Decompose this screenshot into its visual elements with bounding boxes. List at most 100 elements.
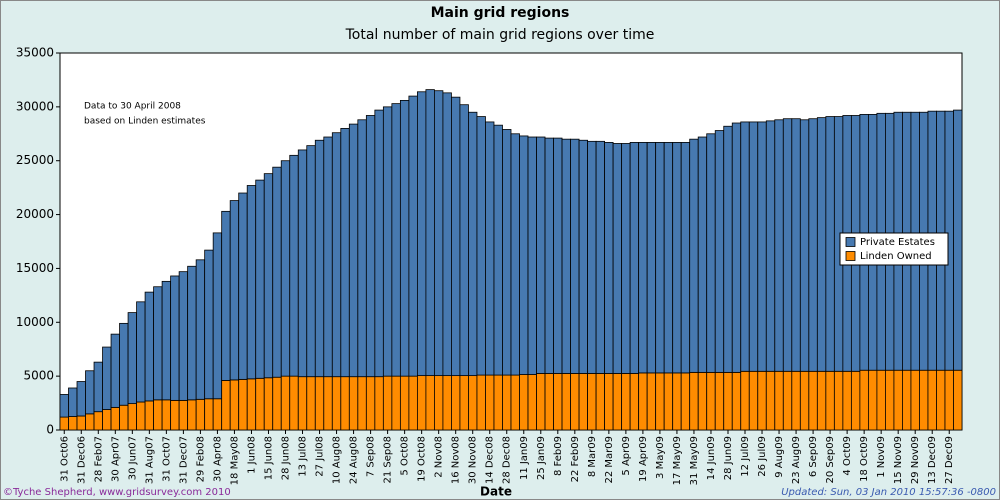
bar-segment — [493, 124, 503, 376]
bar-segment — [485, 374, 495, 431]
bar-segment — [144, 400, 155, 431]
bar-segment — [408, 95, 418, 377]
bar-segment — [825, 370, 835, 431]
bar-segment — [757, 370, 767, 431]
bar-segment — [816, 117, 827, 372]
bar-segment — [442, 92, 452, 377]
x-tick-label: 20 Sep09 — [825, 436, 836, 483]
bar-segment — [195, 259, 206, 400]
bar-segment — [706, 371, 716, 431]
bar-segment — [229, 379, 240, 431]
x-tick-label: 19 Apr09 — [638, 436, 649, 482]
bar-segment — [493, 374, 503, 431]
bar-segment — [238, 378, 248, 431]
bar-segment — [936, 369, 946, 431]
x-tick-label: 9 Aug09 — [774, 436, 785, 478]
bar-segment — [425, 375, 435, 431]
bar-segment — [808, 118, 818, 372]
legend-label: Private Estates — [860, 237, 935, 248]
bar-segment — [153, 399, 163, 431]
bar-segment — [672, 372, 682, 431]
bar-segment — [195, 398, 206, 431]
x-tick-label: 29 Feb08 — [195, 436, 206, 482]
bar-segment — [110, 406, 120, 431]
bar-segment — [595, 140, 606, 374]
bar-segment — [578, 373, 588, 431]
x-tick-label: 26 Jul09 — [757, 436, 768, 477]
bar-segment — [544, 137, 554, 374]
x-tick-label: 11 Jan09 — [519, 436, 530, 480]
bar-segment — [255, 377, 265, 431]
bar-segment — [706, 133, 716, 373]
bar-segment — [391, 375, 401, 431]
bar-segment — [374, 376, 384, 431]
bar-segment — [816, 370, 827, 431]
bar-segment — [221, 210, 231, 381]
bar-segment — [808, 370, 818, 431]
bar-segment — [595, 373, 606, 431]
bar-segment — [714, 130, 725, 373]
bar-segment — [731, 122, 742, 373]
x-tick-label: 12 Jul09 — [740, 436, 751, 477]
y-tick-label: 25000 — [16, 153, 54, 167]
bar-segment — [850, 370, 861, 431]
x-tick-label: 28 Jun08 — [281, 436, 292, 480]
bar-segment — [655, 372, 665, 431]
y-tick-label: 20000 — [16, 207, 54, 221]
x-tick-label: 31 Oct06 — [59, 436, 70, 482]
bar-segment — [425, 89, 435, 377]
x-tick-label: 18 Oct09 — [859, 436, 870, 482]
x-tick-label: 13 Jul08 — [298, 436, 309, 477]
x-tick-label: 15 Jun08 — [263, 436, 274, 480]
bar-segment — [119, 404, 129, 431]
y-tick-label: 5000 — [23, 369, 54, 383]
x-tick-label: 3 May09 — [655, 436, 666, 479]
x-tick-label: 17 May09 — [672, 436, 683, 485]
x-tick-label: 30 Nov08 — [468, 436, 479, 484]
bar-segment — [740, 370, 750, 431]
x-tick-label: 28 Feb07 — [93, 436, 104, 482]
x-tick-label: 30 Apr08 — [212, 436, 223, 482]
bar-segment — [570, 138, 580, 374]
bar-segment — [280, 375, 291, 431]
bar-segment — [246, 185, 257, 380]
bar-segment — [170, 275, 180, 401]
x-tick-label: 22 Mar09 — [604, 436, 615, 484]
bar-segment — [289, 375, 299, 431]
bar-segment — [519, 135, 529, 375]
bar-segment — [774, 370, 784, 431]
bar-segment — [212, 398, 223, 431]
bar-segment — [306, 376, 316, 431]
bar-segment — [799, 370, 810, 431]
bar-segment — [953, 109, 963, 371]
bar-segment — [408, 375, 418, 431]
bar-segment — [519, 374, 529, 431]
bar-segment — [910, 369, 920, 431]
bar-segment — [187, 265, 197, 401]
bar-segment — [748, 370, 759, 431]
bar-segment — [459, 104, 469, 377]
bar-segment — [919, 369, 929, 431]
x-tick-label: 31 Dec06 — [76, 436, 87, 484]
bar-segment — [485, 121, 495, 376]
bar-segment — [629, 142, 640, 374]
bar-segment — [902, 369, 912, 431]
bar-segment — [697, 371, 708, 431]
x-tick-label: 28 Jun09 — [723, 436, 734, 480]
x-tick-label: 25 Jan09 — [536, 436, 547, 480]
bar-segment — [272, 166, 282, 378]
chart-subtitle: Total number of main grid regions over t… — [345, 27, 655, 43]
bar-segment — [527, 374, 537, 431]
bar-segment — [399, 99, 410, 377]
bar-segment — [612, 143, 623, 374]
x-tick-label: 31 Dec07 — [178, 436, 189, 484]
bar-segment — [85, 413, 95, 431]
x-tick-label: 30 Jun07 — [127, 436, 138, 480]
bar-segment — [340, 127, 350, 378]
x-tick-label: 30 Apr07 — [110, 436, 121, 482]
x-tick-label: 1 Jun08 — [246, 436, 257, 474]
bar-segment — [536, 373, 546, 431]
bar-segment — [263, 173, 274, 379]
bar-segment — [119, 322, 129, 406]
bar-segment — [255, 179, 265, 379]
